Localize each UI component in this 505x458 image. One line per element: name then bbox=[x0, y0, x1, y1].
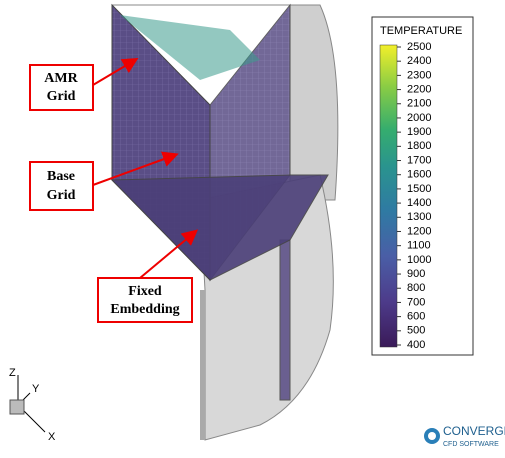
colorbar-tick-label: 400 bbox=[407, 339, 425, 351]
colorbar-tick-label: 1000 bbox=[407, 254, 431, 266]
colorbar-title: TEMPERATURE bbox=[380, 25, 462, 37]
annotation-text: AMR bbox=[44, 71, 78, 86]
annotations: AMR Grid Base Grid Fixed Embedding bbox=[29, 57, 199, 323]
annotation-text: Base bbox=[47, 169, 75, 184]
colorbar-tick-label: 900 bbox=[407, 268, 425, 280]
colorbar-tick-label: 1600 bbox=[407, 169, 431, 181]
colorbar-scale bbox=[379, 44, 398, 348]
colorbar-tick-label: 2400 bbox=[407, 55, 431, 67]
axis-label: Z bbox=[9, 367, 16, 379]
colorbar-tick-label: 700 bbox=[407, 296, 425, 308]
logo-tagline: CFD SOFTWARE bbox=[443, 441, 499, 448]
annotation-box bbox=[29, 161, 94, 211]
colorbar-tick-label: 1900 bbox=[407, 126, 431, 138]
colorbar-tick-label: 2100 bbox=[407, 98, 431, 110]
geometry bbox=[110, 3, 339, 441]
annotation-box bbox=[29, 64, 94, 111]
colorbar-tick-label: 2300 bbox=[407, 69, 431, 81]
colorbar-tick-label: 2000 bbox=[407, 112, 431, 124]
annotation-text: Embedding bbox=[110, 302, 179, 317]
colorbar: TEMPERATURE 400 500 600 700 800 900 1000 1100 12… bbox=[371, 16, 474, 356]
logo-name: CONVERGE bbox=[443, 424, 505, 438]
colorbar-tick-label: 2200 bbox=[407, 83, 431, 95]
axis-label: X bbox=[48, 431, 56, 443]
colorbar-tick-label: 600 bbox=[407, 311, 425, 323]
annotation-text: Grid bbox=[47, 188, 76, 203]
colorbar-tick-label: 1700 bbox=[407, 154, 431, 166]
annotation-text: Grid bbox=[47, 89, 76, 104]
colorbar-tick-label: 1200 bbox=[407, 225, 431, 237]
colorbar-tick-label: 1500 bbox=[407, 183, 431, 195]
colorbar-tick-label: 800 bbox=[407, 282, 425, 294]
axis-label: Y bbox=[32, 383, 40, 395]
colorbar-tick-label: 500 bbox=[407, 325, 425, 337]
annotation-box bbox=[97, 277, 193, 323]
colorbar-tick-label: 1400 bbox=[407, 197, 431, 209]
axis-triad: Z Y X bbox=[9, 367, 56, 443]
annotation-text: Fixed bbox=[128, 284, 162, 299]
colorbar-tick-label: 1800 bbox=[407, 140, 431, 152]
colorbar-tick-label: 2500 bbox=[407, 41, 431, 53]
colorbar-tick-label: 1100 bbox=[407, 240, 431, 252]
colorbar-tick-label: 1300 bbox=[407, 211, 431, 223]
logo: CONVERGE CFD SOFTWARE bbox=[424, 424, 505, 448]
